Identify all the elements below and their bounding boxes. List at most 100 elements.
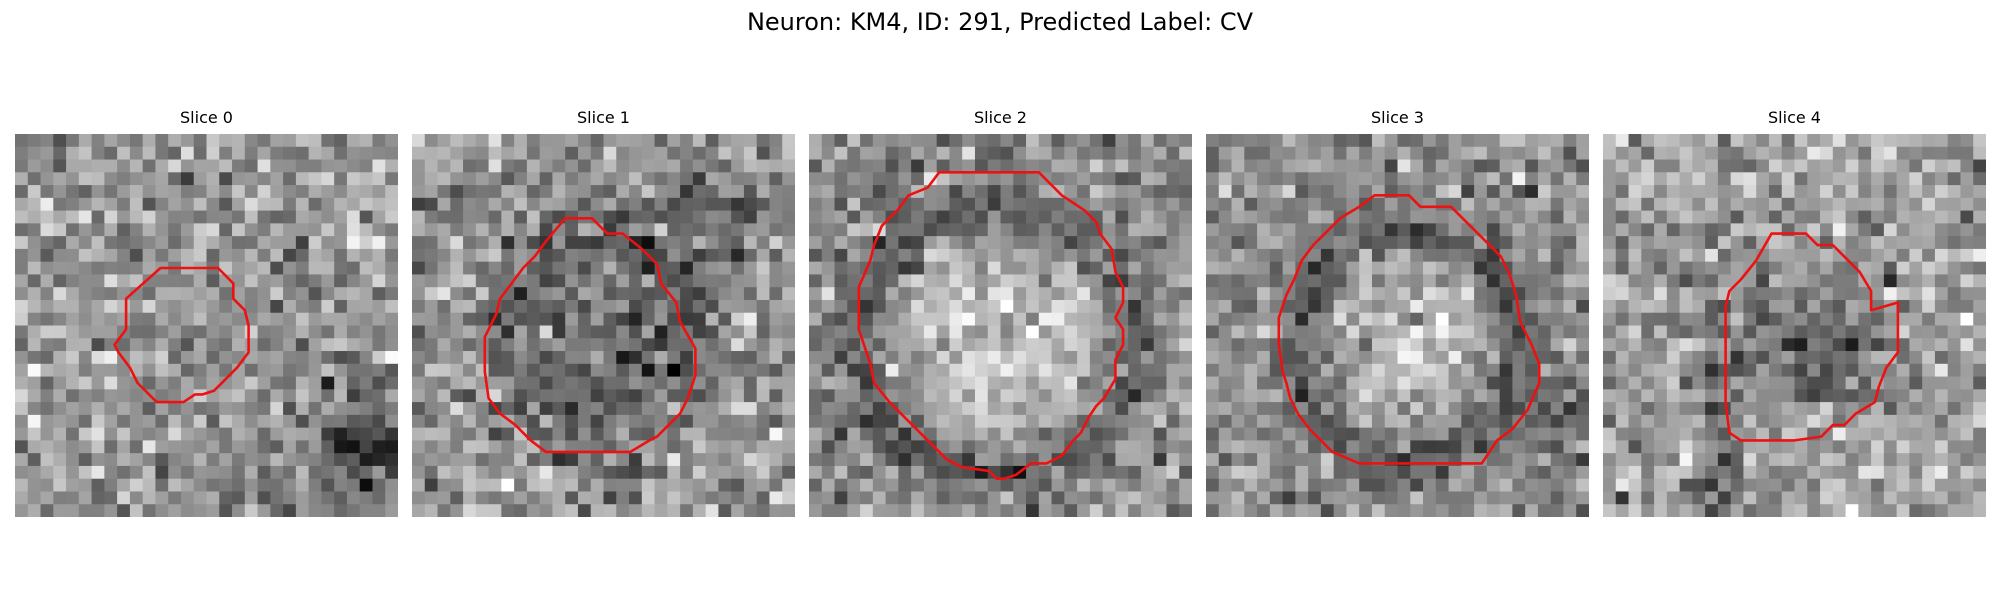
image-pixel xyxy=(1435,465,1450,480)
image-pixel xyxy=(372,504,386,517)
image-pixel xyxy=(743,223,758,237)
image-pixel xyxy=(412,159,426,173)
image-pixel xyxy=(1603,351,1617,365)
image-pixel xyxy=(27,134,42,148)
image-pixel xyxy=(1781,402,1795,416)
image-pixel xyxy=(565,376,579,390)
image-pixel xyxy=(193,351,207,365)
image-pixel xyxy=(1947,134,1961,148)
image-pixel xyxy=(257,223,271,237)
image-pixel xyxy=(283,197,297,212)
image-pixel xyxy=(872,465,887,480)
image-pixel xyxy=(1883,351,1898,365)
image-pixel xyxy=(923,389,938,403)
image-pixel xyxy=(1448,299,1462,314)
image-pixel xyxy=(117,236,131,250)
image-pixel xyxy=(756,338,770,352)
image-pixel xyxy=(1973,159,1986,173)
image-pixel xyxy=(1064,363,1078,378)
image-pixel xyxy=(1166,440,1180,454)
image-pixel xyxy=(40,504,54,517)
image-pixel xyxy=(206,248,220,263)
image-pixel xyxy=(424,402,439,416)
image-pixel xyxy=(385,248,398,263)
image-pixel xyxy=(1077,338,1091,352)
image-pixel xyxy=(1102,274,1116,288)
image-pixel xyxy=(270,248,284,263)
image-pixel xyxy=(1845,312,1859,326)
image-pixel xyxy=(1140,376,1155,390)
image-pixel xyxy=(1102,478,1116,492)
image-pixel xyxy=(1077,274,1091,288)
image-pixel xyxy=(193,312,207,326)
image-pixel xyxy=(1794,197,1808,212)
image-pixel xyxy=(1166,287,1180,301)
image-pixel xyxy=(232,389,246,403)
image-pixel xyxy=(526,287,541,301)
image-pixel xyxy=(1077,248,1091,263)
image-pixel xyxy=(667,274,681,288)
image-pixel xyxy=(463,325,477,339)
image-pixel xyxy=(936,312,950,326)
image-pixel xyxy=(1512,427,1526,441)
image-pixel xyxy=(1550,414,1564,429)
image-pixel xyxy=(743,274,758,288)
image-pixel xyxy=(91,351,105,365)
image-pixel xyxy=(1628,159,1642,173)
image-pixel xyxy=(1038,223,1053,237)
image-pixel xyxy=(539,465,553,480)
image-pixel xyxy=(412,478,426,492)
image-pixel xyxy=(53,274,67,288)
image-pixel xyxy=(847,185,861,199)
image-pixel xyxy=(321,299,335,314)
image-pixel xyxy=(346,223,361,237)
image-pixel xyxy=(193,236,207,250)
image-pixel xyxy=(1026,414,1040,429)
image-pixel xyxy=(1525,274,1539,288)
image-pixel xyxy=(1628,197,1642,212)
image-pixel xyxy=(514,210,528,224)
image-pixel xyxy=(372,491,386,505)
image-pixel xyxy=(475,465,490,480)
image-pixel xyxy=(1641,338,1655,352)
image-pixel xyxy=(1563,427,1577,441)
image-pixel xyxy=(1973,427,1986,441)
image-pixel xyxy=(1089,287,1104,301)
image-pixel xyxy=(1768,312,1783,326)
image-pixel xyxy=(1679,478,1693,492)
image-pixel xyxy=(603,248,617,263)
image-pixel xyxy=(1013,491,1027,505)
image-pixel xyxy=(1832,427,1847,441)
image-pixel xyxy=(1934,338,1949,352)
image-pixel xyxy=(1896,440,1910,454)
image-pixel xyxy=(1333,440,1347,454)
image-pixel xyxy=(1679,299,1693,314)
image-pixel xyxy=(1384,325,1398,339)
image-pixel xyxy=(1832,491,1847,505)
image-pixel xyxy=(463,414,477,429)
image-pixel xyxy=(603,210,617,224)
image-pixel xyxy=(346,453,361,467)
image-pixel xyxy=(1947,146,1961,161)
image-pixel xyxy=(1845,376,1859,390)
image-pixel xyxy=(1615,325,1630,339)
image-pixel xyxy=(1654,453,1668,467)
image-pixel xyxy=(769,453,783,467)
image-pixel xyxy=(962,427,976,441)
image-pixel xyxy=(334,491,348,505)
image-pixel xyxy=(450,248,464,263)
image-pixel xyxy=(40,287,54,301)
image-pixel xyxy=(1563,274,1577,288)
image-pixel xyxy=(1845,210,1859,224)
image-pixel xyxy=(552,465,566,480)
image-pixel xyxy=(1140,146,1155,161)
image-pixel xyxy=(1692,134,1706,148)
image-pixel xyxy=(1333,414,1347,429)
image-pixel xyxy=(1064,287,1078,301)
image-pixel xyxy=(667,491,681,505)
image-pixel xyxy=(1960,287,1974,301)
image-pixel xyxy=(91,465,105,480)
image-pixel xyxy=(1064,172,1078,186)
image-pixel xyxy=(667,504,681,517)
image-pixel xyxy=(1537,223,1552,237)
